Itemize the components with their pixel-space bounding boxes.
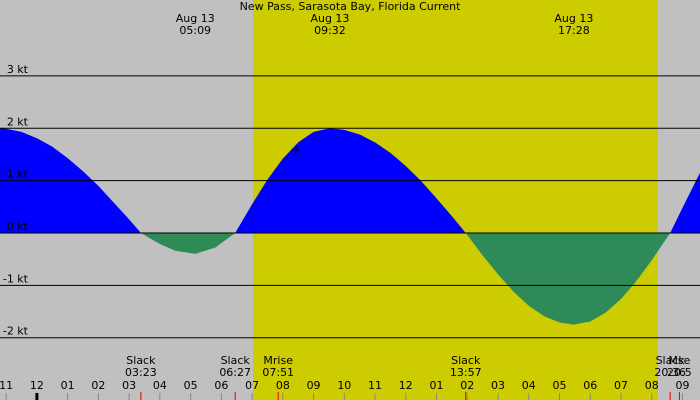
x-tick-label: 04 xyxy=(153,379,167,392)
event-time: 20:36 xyxy=(654,366,686,379)
event-time: 13:57 xyxy=(450,366,482,379)
event-label: Slack xyxy=(656,354,686,367)
x-tick-label: 02 xyxy=(460,379,474,392)
extreme-date: Aug 13 xyxy=(554,12,593,25)
y-tick-label: -1 kt xyxy=(3,272,29,285)
x-tick-label: 11 xyxy=(368,379,382,392)
x-tick-label: 04 xyxy=(522,379,536,392)
extreme-date: Aug 13 xyxy=(176,12,215,25)
y-tick-label: 1 kt xyxy=(7,168,29,181)
extreme-date: Aug 13 xyxy=(310,12,349,25)
x-tick-label: 11 xyxy=(0,379,13,392)
x-tick-label: 09 xyxy=(307,379,321,392)
y-tick-label: -2 kt xyxy=(3,325,29,338)
extreme-time: 17:28 xyxy=(558,24,590,37)
x-tick-label: 03 xyxy=(122,379,136,392)
extreme-time: 05:09 xyxy=(179,24,211,37)
event-time: 06:27 xyxy=(219,366,251,379)
x-tick-label: 08 xyxy=(276,379,290,392)
x-tick-label: 06 xyxy=(214,379,228,392)
x-tick-label: 01 xyxy=(61,379,75,392)
event-label: Mrise xyxy=(263,354,293,367)
y-tick-label: 2 kt xyxy=(7,115,29,128)
x-tick-label: 07 xyxy=(245,379,259,392)
event-label: Slack xyxy=(126,354,156,367)
x-tick-label: 05 xyxy=(184,379,198,392)
x-tick-label: 12 xyxy=(399,379,413,392)
x-tick-label: 10 xyxy=(337,379,351,392)
y-tick-label: 3 kt xyxy=(7,63,29,76)
x-tick-label: 09 xyxy=(675,379,689,392)
x-tick-label: 07 xyxy=(614,379,628,392)
chart-title: New Pass, Sarasota Bay, Florida Current xyxy=(240,0,462,13)
event-label: Slack xyxy=(451,354,481,367)
x-tick-label: 08 xyxy=(645,379,659,392)
extreme-time: 09:32 xyxy=(314,24,346,37)
y-tick-label: 0 kt xyxy=(7,220,29,233)
event-label: Slack xyxy=(221,354,251,367)
current-area xyxy=(0,128,700,325)
event-label: Mse xyxy=(668,354,690,367)
event-time: 07:51 xyxy=(262,366,294,379)
x-tick-label: 01 xyxy=(430,379,444,392)
x-tick-label: 03 xyxy=(491,379,505,392)
x-tick-label: 02 xyxy=(91,379,105,392)
x-tick-label: 12 xyxy=(30,379,44,392)
x-tick-label: 05 xyxy=(553,379,567,392)
event-time: 20:5 xyxy=(667,366,692,379)
x-tick-label: 06 xyxy=(583,379,597,392)
event-time: 03:23 xyxy=(125,366,157,379)
